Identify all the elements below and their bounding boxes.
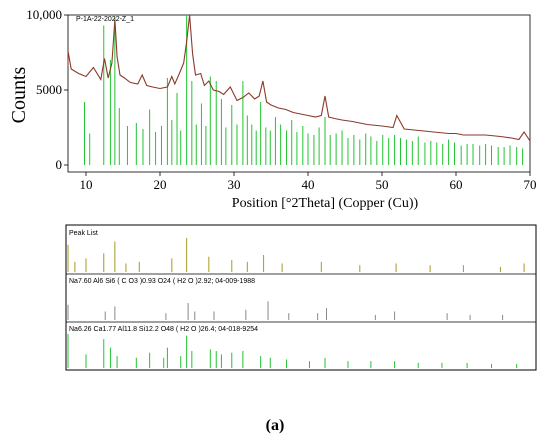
x-tick-label: 60 [450, 177, 463, 192]
plot-area [67, 14, 531, 173]
panel-sticks [67, 238, 525, 368]
y-tick-label: 10,000 [26, 7, 62, 22]
x-tick-label: 20 [154, 177, 167, 192]
peak-list-table: Peak List Na7.60 Al6 Si6 ( C O3 )0.93 O2… [65, 224, 537, 371]
diffractogram-chart: 10 20 30 40 50 60 70 0 5000 10,000 P-1A-22-2022-… [8, 7, 537, 211]
reference-pattern-sticks [84, 15, 524, 165]
panel-label-peak-list: Peak List [69, 230, 98, 237]
x-tick-label: 30 [228, 177, 241, 192]
x-axis-ticks: 10 20 30 40 50 60 70 [80, 172, 537, 192]
x-axis-label: Position [°2Theta] (Copper (Cu)) [232, 196, 419, 211]
x-tick-label: 10 [80, 177, 93, 192]
x-tick-label: 50 [376, 177, 389, 192]
table-frame [65, 224, 537, 371]
x-tick-label: 70 [524, 177, 537, 192]
y-axis-label: Counts [8, 66, 30, 123]
panel-label-phase-1: Na7.60 Al6 Si6 ( C O3 )0.93 O24 ( H2 O )… [69, 278, 255, 285]
diffractogram-line [67, 14, 531, 142]
figure-caption: (a) [266, 417, 285, 434]
panel-label-phase-2: Na6.26 Ca1.77 Al11.8 Si12.2 O48 ( H2 O )… [69, 326, 258, 333]
y-tick-label: 5000 [36, 82, 62, 97]
sample-label: P-1A-22-2022-Z_1 [76, 16, 134, 23]
y-tick-label: 0 [56, 157, 63, 172]
x-tick-label: 40 [302, 177, 315, 192]
y-axis-ticks: 0 5000 10,000 [26, 7, 68, 172]
